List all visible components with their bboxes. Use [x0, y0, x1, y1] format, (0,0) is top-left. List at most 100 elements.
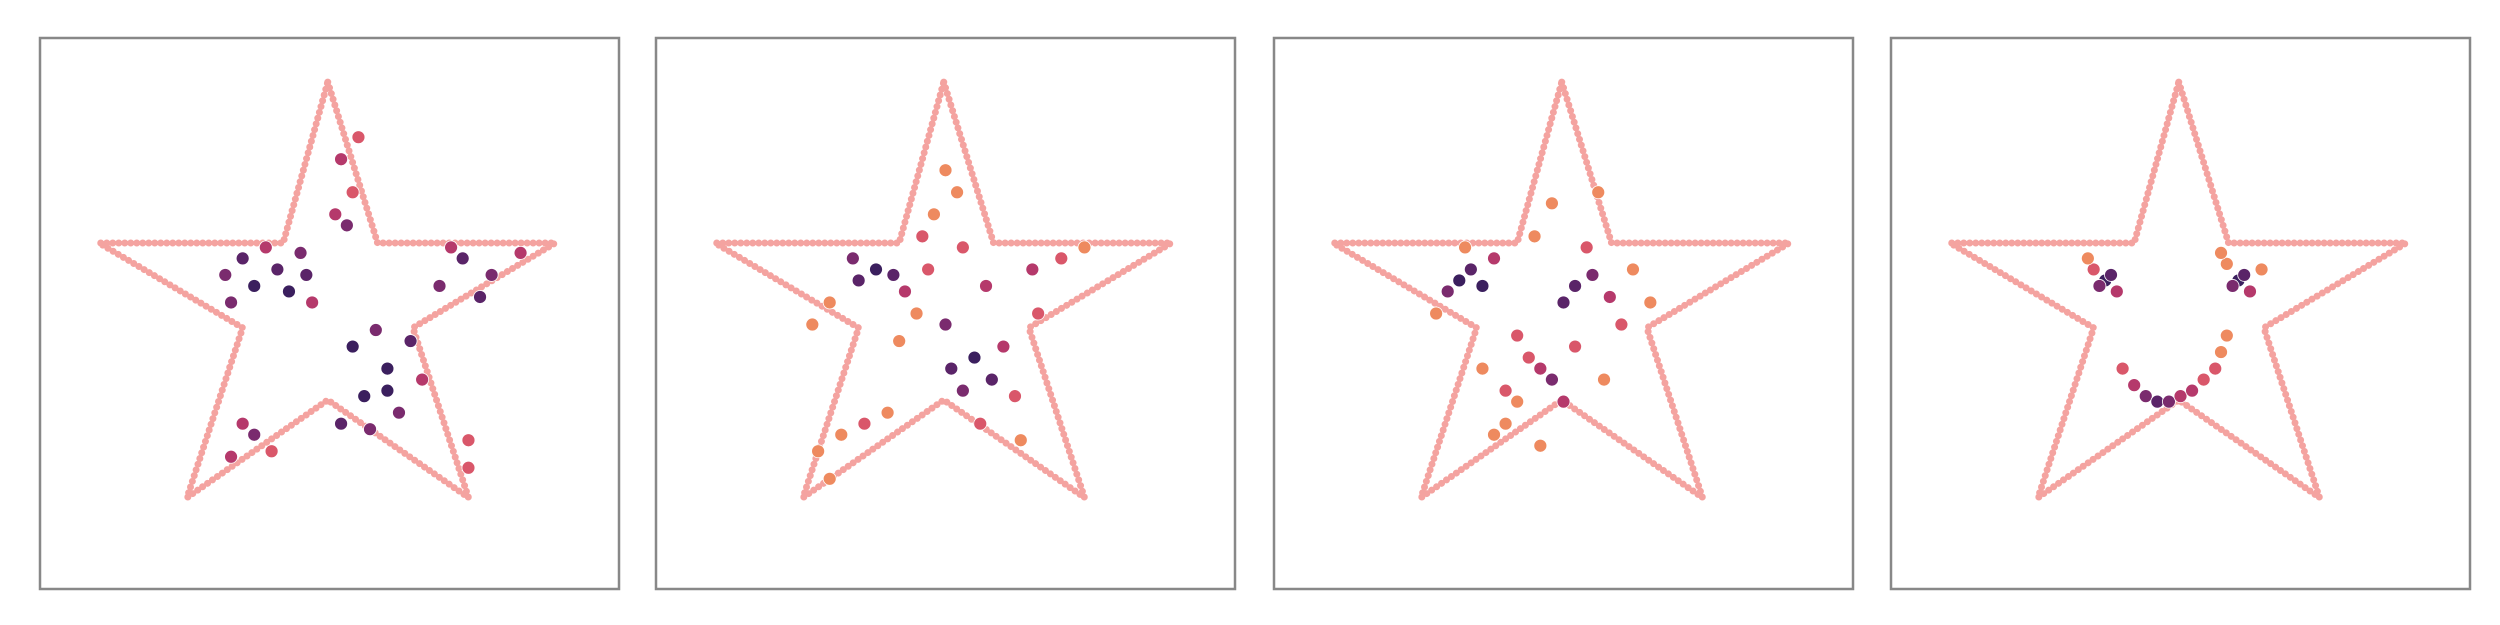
point — [1008, 389, 1022, 404]
point — [351, 130, 366, 145]
point — [955, 240, 970, 255]
point — [380, 361, 395, 376]
point — [1533, 438, 1548, 453]
point — [869, 262, 883, 277]
point — [921, 262, 936, 277]
point — [1475, 361, 1490, 376]
point — [950, 185, 964, 200]
point — [461, 433, 476, 448]
point — [1510, 328, 1525, 343]
point — [1031, 306, 1046, 321]
point — [334, 152, 348, 167]
point — [955, 383, 970, 398]
point — [247, 279, 262, 293]
point — [264, 444, 279, 459]
point — [1475, 279, 1490, 293]
point — [880, 405, 895, 420]
point — [282, 284, 296, 299]
point — [2104, 268, 2118, 282]
point — [415, 372, 430, 387]
point — [2185, 383, 2199, 398]
star-outline — [95, 78, 559, 502]
point — [2173, 389, 2188, 404]
point — [1077, 240, 1092, 255]
point — [235, 251, 250, 266]
point — [1556, 295, 1571, 310]
point — [455, 251, 470, 266]
point — [1487, 427, 1501, 442]
point — [334, 416, 348, 431]
panel-frame — [1272, 36, 1855, 591]
point — [2127, 378, 2142, 393]
point — [2115, 361, 2130, 376]
point — [1013, 433, 1028, 448]
point — [2225, 279, 2240, 293]
point — [403, 334, 418, 348]
point — [2219, 328, 2234, 343]
point — [938, 163, 953, 178]
point — [996, 339, 1011, 354]
point — [1458, 240, 1472, 255]
point — [218, 268, 233, 282]
point — [845, 251, 860, 266]
point — [822, 471, 837, 486]
point — [258, 240, 273, 255]
point — [363, 422, 377, 437]
point — [1429, 306, 1444, 321]
point — [857, 416, 872, 431]
point — [2243, 284, 2257, 299]
point — [1585, 268, 1600, 282]
point — [1527, 229, 1542, 244]
point — [1602, 290, 1617, 304]
point — [2092, 279, 2107, 293]
point — [2214, 345, 2228, 359]
point — [224, 295, 238, 310]
point — [822, 295, 837, 310]
point — [805, 317, 820, 332]
point — [380, 383, 395, 398]
point — [357, 389, 372, 404]
point — [345, 185, 360, 200]
point — [235, 416, 250, 431]
panel — [654, 36, 1237, 591]
panel-frame — [38, 36, 621, 591]
point — [2109, 284, 2124, 299]
point — [473, 290, 487, 304]
point — [1643, 295, 1658, 310]
point — [944, 361, 959, 376]
point — [851, 273, 866, 288]
point — [967, 350, 982, 365]
point — [1498, 416, 1513, 431]
point — [2237, 268, 2252, 282]
point — [2214, 245, 2228, 260]
point — [2138, 389, 2153, 404]
point — [1452, 273, 1467, 288]
point — [2080, 251, 2095, 266]
point — [461, 460, 476, 475]
point — [2086, 262, 2101, 277]
point — [1614, 317, 1629, 332]
point — [1556, 394, 1571, 409]
point — [339, 218, 354, 233]
point — [984, 372, 999, 387]
point — [392, 405, 406, 420]
point — [927, 207, 941, 222]
point — [484, 268, 499, 282]
point — [1545, 372, 1559, 387]
point — [1597, 372, 1611, 387]
point — [328, 207, 343, 222]
point — [898, 284, 912, 299]
point — [345, 339, 360, 354]
point — [1487, 251, 1501, 266]
point — [2254, 262, 2269, 277]
panel — [1889, 36, 2472, 591]
star-outline — [711, 78, 1175, 502]
panel — [38, 36, 621, 591]
point — [834, 427, 849, 442]
point — [299, 268, 314, 282]
point — [2196, 372, 2211, 387]
point — [1510, 394, 1525, 409]
point — [247, 427, 262, 442]
point — [2150, 394, 2165, 409]
